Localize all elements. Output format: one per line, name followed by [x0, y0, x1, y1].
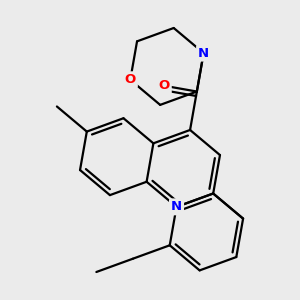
- Text: N: N: [171, 200, 182, 213]
- Text: O: O: [158, 79, 170, 92]
- Text: O: O: [124, 73, 136, 86]
- Text: N: N: [198, 46, 209, 60]
